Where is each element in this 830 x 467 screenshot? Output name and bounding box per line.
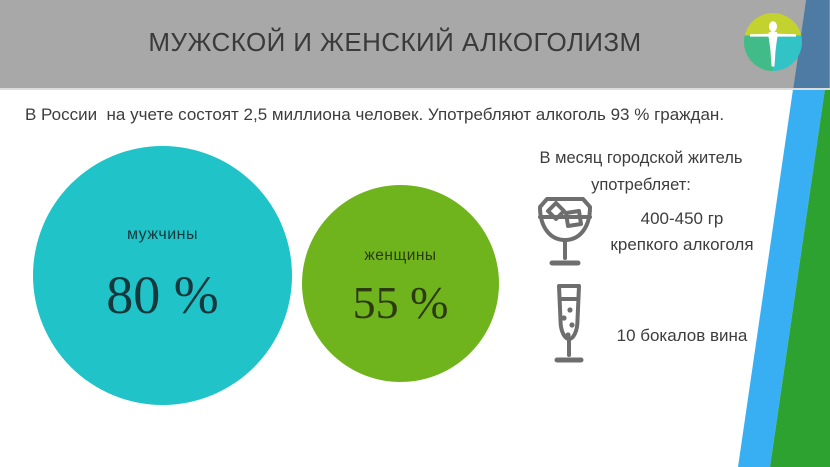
men-circle-label: мужчины [127,226,198,243]
women-circle-value: 55 % [352,277,449,328]
header-corner-stripe [793,0,830,88]
blue-diagonal-stripe [738,0,830,467]
women-circle-label: женщины [364,247,437,264]
wine-glass-with-ice-icon [538,197,592,266]
spirits-amount-line2: крепкого алкоголя [610,234,754,254]
spirits-amount-line1: 400-450 гр [640,209,724,228]
champagne-flute-icon [554,284,584,363]
logo-human-figure [750,21,796,67]
intro-statistic-text: В России на учете состоят 2,5 миллиона ч… [25,105,725,124]
men-circle: мужчины 80 % [33,146,292,405]
page-title: МУЖСКОЙ И ЖЕНСКИЙ АЛКОГОЛИЗМ [148,26,642,57]
consumption-heading: В месяц городской житель употребляет: [539,149,743,195]
spirits-amount-text: 400-450 гр крепкого алкоголя [598,206,766,257]
human-figure-logo-icon [744,13,802,71]
wine-amount-text: 10 бокалов вина [616,326,748,345]
men-circle-value: 80 % [106,265,219,325]
women-circle: женщины 55 % [302,185,499,382]
header: МУЖСКОЙ И ЖЕНСКИЙ АЛКОГОЛИЗМ [0,0,830,90]
green-diagonal-stripe [770,54,830,467]
